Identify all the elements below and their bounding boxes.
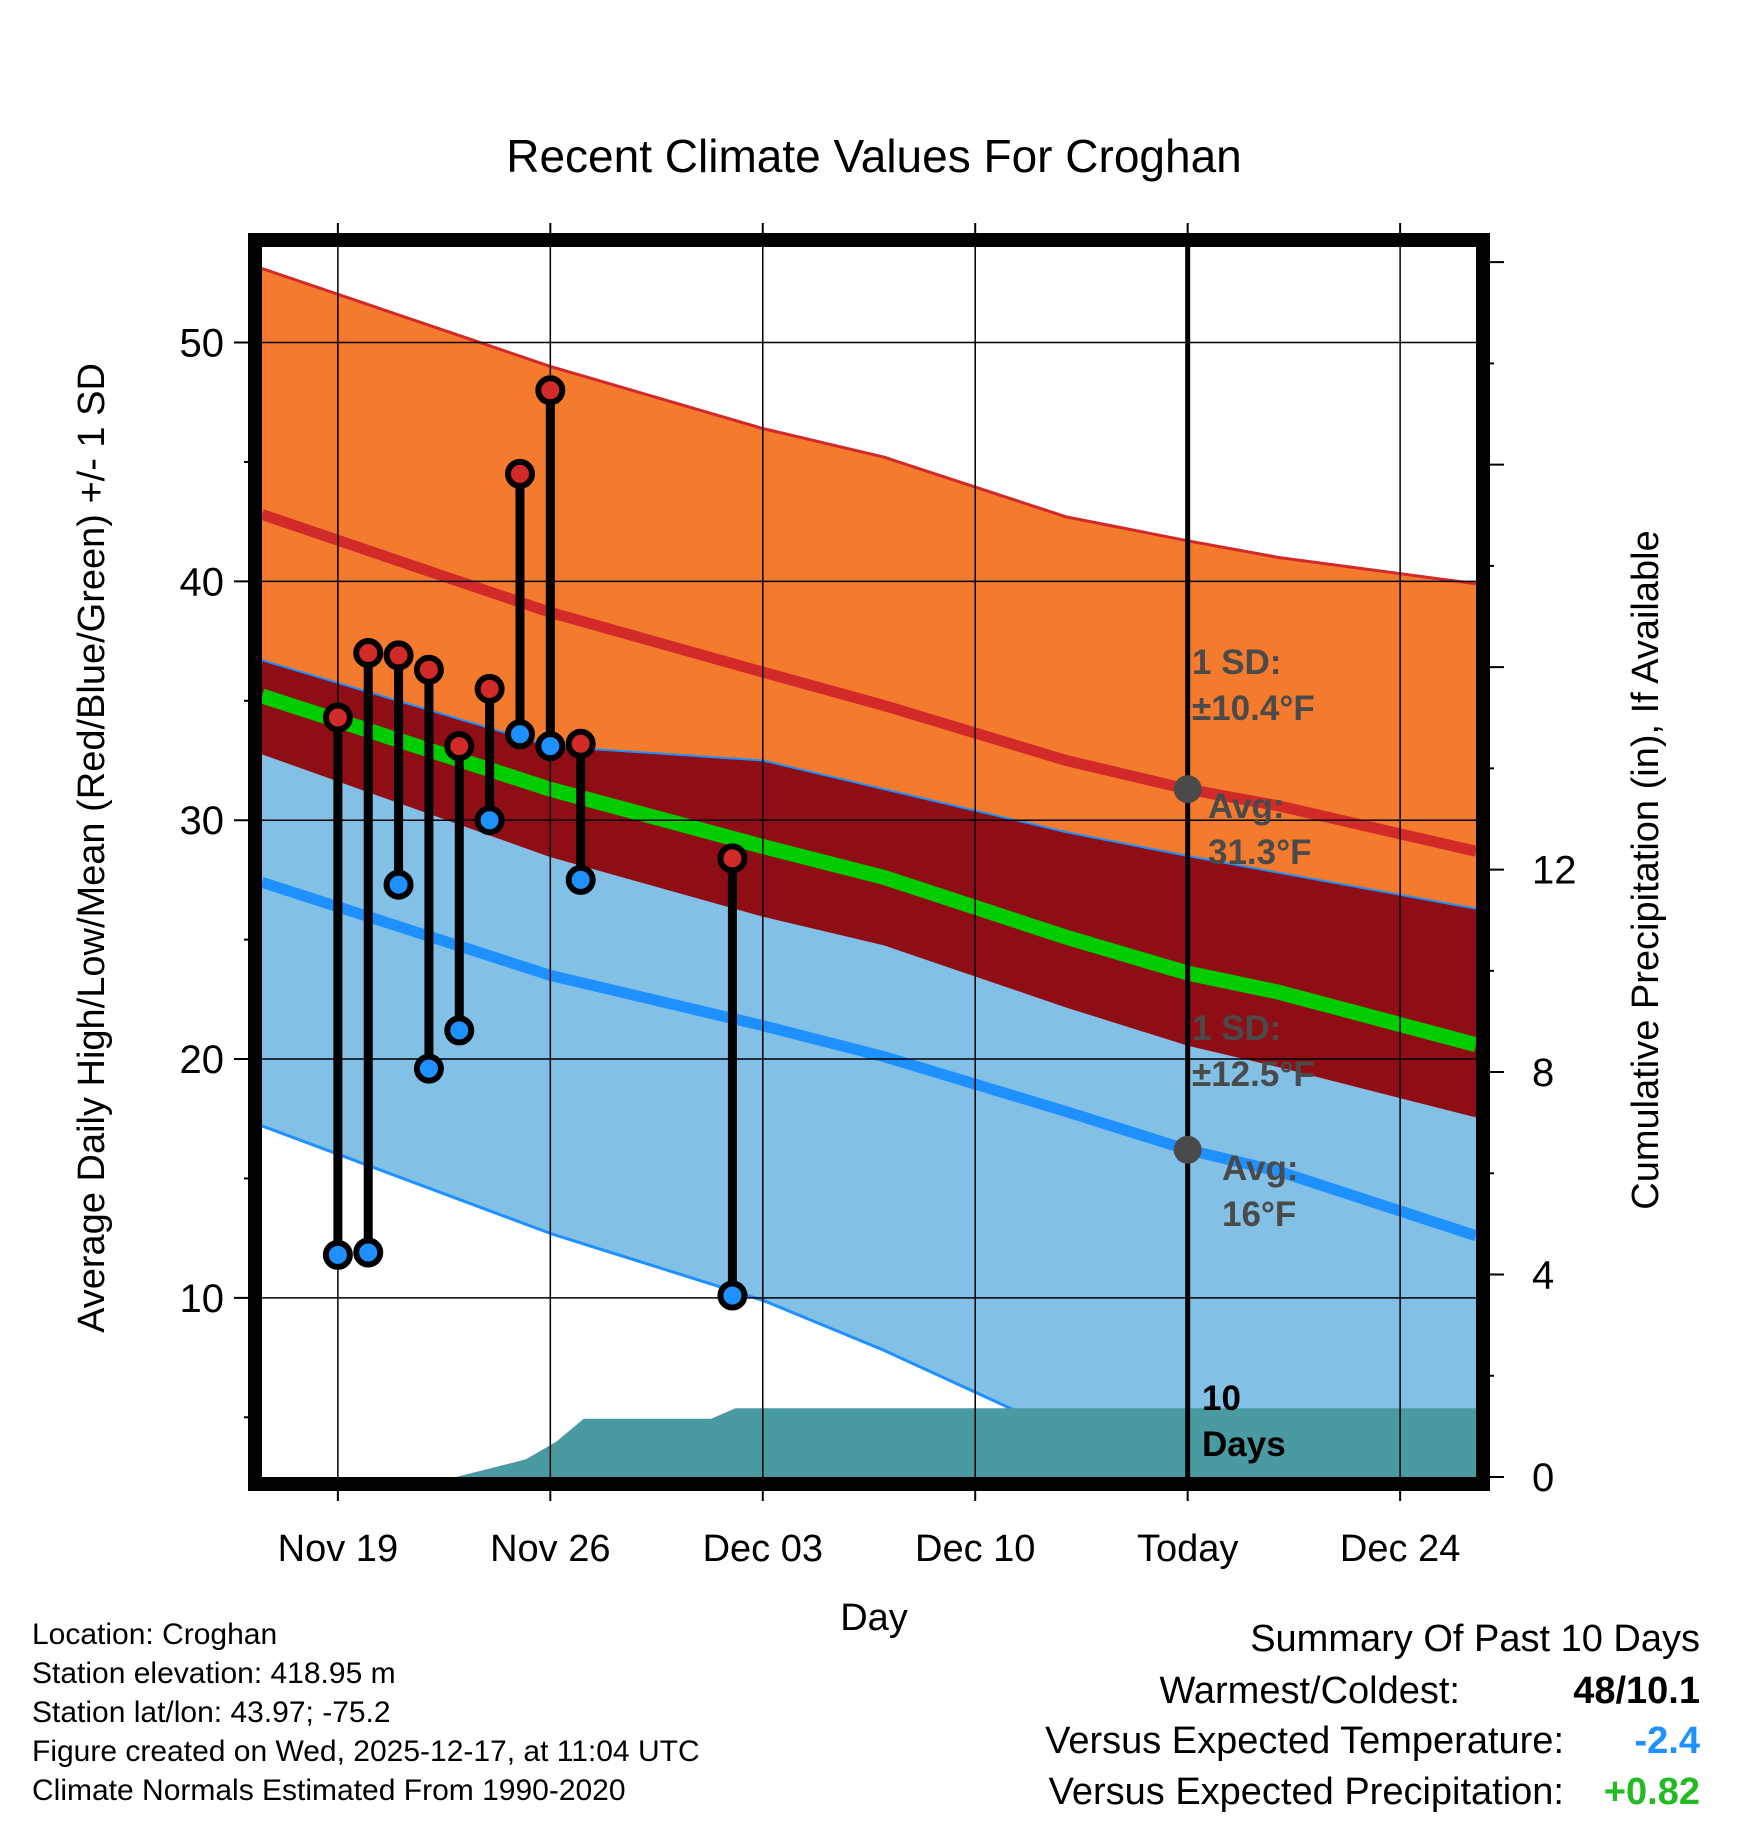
- observed-low-point: [535, 731, 566, 762]
- info-location: Location: Croghan: [32, 1618, 278, 1651]
- observed-low-point: [565, 864, 596, 895]
- y-tick-label: 20: [180, 1038, 225, 1082]
- high-sd-band: [262, 268, 1476, 909]
- y-axis-label: Average Daily High/Low/Mean (Red/Blue/Gr…: [71, 363, 113, 1333]
- annotation-label: Avg:: [1222, 1149, 1298, 1188]
- summary-precip-label: Versus Expected Precipitation:: [1048, 1771, 1564, 1813]
- today-high-marker: [1173, 775, 1202, 804]
- observed-low-point: [717, 1280, 748, 1311]
- info-latlon: Station lat/lon: 43.97; -75.2: [32, 1696, 391, 1729]
- observed-low-point: [444, 1015, 475, 1046]
- annotation-label: 1 SD:: [1192, 1009, 1281, 1048]
- summary-warm-cold-label: Warmest/Coldest:: [1159, 1670, 1460, 1712]
- y2-tick-label: 0: [1532, 1456, 1554, 1500]
- annotation-value: 31.3°F: [1208, 833, 1312, 872]
- observed-low-point: [413, 1053, 444, 1084]
- observed-low-point: [322, 1239, 353, 1270]
- observed-high-point: [717, 843, 748, 874]
- info-created: Figure created on Wed, 2025-12-17, at 11…: [32, 1735, 700, 1768]
- y2-tick-label: 4: [1532, 1254, 1554, 1298]
- y-tick-label: 10: [180, 1277, 225, 1321]
- chart-title: Recent Climate Values For Croghan: [506, 130, 1241, 182]
- x-tick-label: Dec 03: [703, 1528, 823, 1570]
- observed-high-point: [504, 458, 535, 489]
- summary-precip-value: +0.82: [1603, 1771, 1700, 1813]
- summary-warm-cold-value: 48/10.1: [1573, 1670, 1700, 1712]
- observed-high-point: [535, 375, 566, 406]
- today-low-marker: [1173, 1135, 1202, 1164]
- annotation-label: Avg:: [1208, 787, 1284, 826]
- x-tick-label: Today: [1137, 1528, 1238, 1570]
- y-tick-label: 30: [180, 799, 225, 843]
- observed-high-point: [413, 654, 444, 685]
- observed-low-point: [353, 1237, 384, 1268]
- observed-low-point: [474, 805, 505, 836]
- x-tick-label: Dec 10: [915, 1528, 1035, 1570]
- low-sd-band: [262, 753, 1476, 1477]
- annotation-value: 16°F: [1222, 1195, 1296, 1234]
- observed-high-point: [353, 638, 384, 669]
- precip-area: [262, 1408, 1476, 1477]
- observed-high-point: [383, 640, 414, 671]
- annotation-label: 1 SD:: [1192, 643, 1281, 682]
- plot-area: 1 SD: ±10.4°F Avg: 31.3°F 1 SD: ±12.5°F Avg: 16…: [262, 247, 1476, 1477]
- y-tick-label: 50: [180, 322, 225, 366]
- x-tick-label: Nov 26: [490, 1528, 610, 1570]
- x-tick-label: Dec 24: [1340, 1528, 1460, 1570]
- x-tick-label: Nov 19: [278, 1528, 398, 1570]
- overlap-band: [262, 660, 1476, 1117]
- annotation-value: ±10.4°F: [1192, 689, 1315, 728]
- annotation-label: 10: [1202, 1379, 1241, 1418]
- y2-axis-label: Cumulative Precipitation (in), If Availa…: [1625, 530, 1667, 1209]
- observed-low-point: [504, 719, 535, 750]
- summary-temp-label: Versus Expected Temperature:: [1045, 1720, 1564, 1762]
- annotation-value: ±12.5°F: [1192, 1055, 1315, 1094]
- info-normals: Climate Normals Estimated From 1990-2020: [32, 1774, 626, 1807]
- annotation-value: Days: [1202, 1425, 1286, 1464]
- observed-high-point: [444, 731, 475, 762]
- info-elevation: Station elevation: 418.95 m: [32, 1657, 396, 1690]
- x-axis-label: Day: [840, 1597, 908, 1639]
- y-tick-label: 40: [180, 560, 225, 604]
- y2-tick-label: 8: [1532, 1051, 1554, 1095]
- y2-tick-label: 12: [1532, 849, 1577, 893]
- observed-high-point: [474, 673, 505, 704]
- summary-temp-value: -2.4: [1634, 1720, 1700, 1762]
- observed-high-point: [322, 702, 353, 733]
- observed-high-point: [565, 728, 596, 759]
- observed-low-point: [383, 869, 414, 900]
- plot-frame: [248, 233, 1490, 1491]
- summary-title: Summary Of Past 10 Days: [1250, 1618, 1700, 1660]
